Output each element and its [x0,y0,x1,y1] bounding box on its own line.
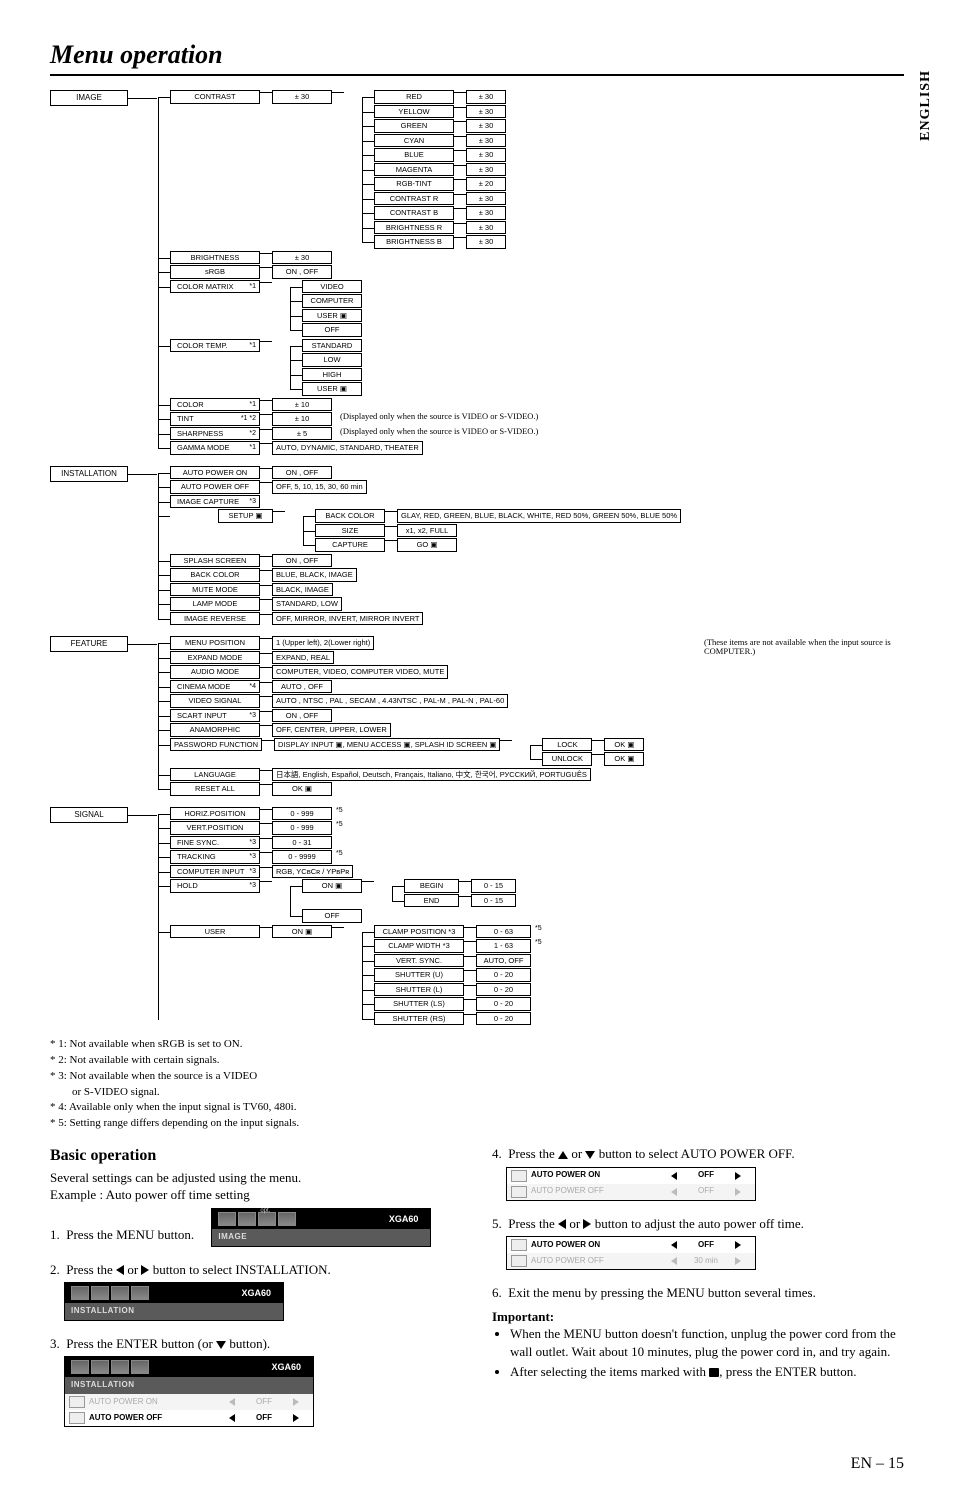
down-arrow-icon [216,1341,226,1349]
menu-tree: IMAGE CONTRAST± 30RED± 30YELLOW± 30GREEN±… [50,90,904,1027]
cat-installation: INSTALLATION [50,466,128,482]
row: sRGBON , OFF [158,265,538,279]
row: PASSWORD FUNCTIONDISPLAY INPUT ▣, MENU A… [158,738,644,767]
opt-label: opt. [260,1207,270,1215]
row: COLOR TEMP.*1STANDARDLOWHIGHUSER ▣ [158,339,538,397]
row: IMAGE REVERSEOFF, MIRROR, INVERT, MIRROR… [158,612,681,626]
row: AUDIO MODECOMPUTER, VIDEO, COMPUTER VIDE… [158,665,644,679]
row: MUTE MODEBLACK, IMAGE [158,583,681,597]
row: GAMMA MODE*1AUTO, DYNAMIC, STANDARD, THE… [158,441,538,455]
cat-signal: SIGNAL [50,807,128,823]
row: AUTO POWER OFFOFF, 5, 10, 15, 30, 60 min [158,480,681,494]
row: SPLASH SCREENON , OFF [158,554,681,568]
bullet-2: After selecting the items marked with , … [510,1363,904,1381]
row: RESET ALLOK ▣ [158,782,644,796]
row: COLOR MATRIX*1VIDEOCOMPUTERUSER ▣OFF [158,280,538,338]
step-5: 5. Press the or button to adjust the aut… [492,1215,904,1279]
row: COMPUTER INPUT*3RGB, YCʙCʀ / YPʙPʀ [158,865,542,879]
important-heading: Important: [492,1308,904,1326]
step-3: 3. Press the ENTER button (or button). X… [50,1335,462,1435]
row: SCART INPUT*3ON , OFF [158,709,644,723]
row: FINE SYNC.*30 - 31 [158,836,542,850]
step-2: 2. Press the or button to select INSTALL… [50,1261,462,1329]
intro: Several settings can be adjusted using t… [50,1169,462,1187]
cat-image: IMAGE [50,90,128,106]
cat-feature: FEATURE [50,636,128,652]
row: HOLD*3ON ▣BEGIN0 - 15END0 - 15OFF [158,879,542,924]
row: CONTRAST± 30RED± 30YELLOW± 30GREEN± 30CY… [158,90,538,250]
step-6: 6. Exit the menu by pressing the MENU bu… [492,1284,904,1302]
row: COLOR*1± 10 [158,398,538,412]
up-arrow-icon [558,1151,568,1159]
page-title: Menu operation [50,40,904,76]
example: Example : Auto power off time setting [50,1186,462,1204]
down-arrow-icon [585,1151,595,1159]
row: BACK COLORBLUE, BLACK, IMAGE [158,568,681,582]
step1-text: Press the MENU button. [66,1227,194,1242]
bullet-1: When the MENU button doesn't function, u… [510,1325,904,1360]
important-list: When the MENU button doesn't function, u… [492,1325,904,1381]
page-number: EN – 15 [50,1455,904,1473]
step-1: 1. Press the MENU button. opt.XGA60 IMAG… [50,1204,462,1255]
row: CINEMA MODE*4AUTO , OFF [158,680,644,694]
row: TRACKING*30 - 9999 *5 [158,850,542,864]
basic-operation-section: Basic operation Several settings can be … [50,1145,904,1441]
row: SHARPNESS*2± 5(Displayed only when the s… [158,427,538,441]
osd-tab-install: INSTALLATION [65,1303,283,1320]
language-tab: ENGLISH [918,70,934,141]
row: TINT*1 *2± 10(Displayed only when the so… [158,412,538,426]
row: IMAGE CAPTURE*3 [158,495,681,509]
osd-title: XGA60 [389,1213,425,1225]
row: EXPAND MODEEXPAND, REAL [158,651,644,665]
row: USERON ▣CLAMP POSITION *30 - 63 *5CLAMP … [158,925,542,1027]
step-4: 4. Press the or button to select AUTO PO… [492,1145,904,1209]
osd-tab-image: IMAGE [212,1229,430,1246]
row: HORIZ.POSITION0 - 999 *5 [158,807,542,821]
row: VIDEO SIGNALAUTO , NTSC , PAL , SECAM , … [158,694,644,708]
enter-icon [709,1368,719,1377]
row: LAMP MODESTANDARD, LOW [158,597,681,611]
basic-heading: Basic operation [50,1145,462,1167]
footnotes: * 1: Not available when sRGB is set to O… [50,1037,904,1131]
row: BRIGHTNESS± 30 [158,251,538,265]
row: VERT.POSITION0 - 999 *5 [158,821,542,835]
left-arrow-icon [116,1265,124,1275]
row: ANAMORPHICOFF, CENTER, UPPER, LOWER [158,723,644,737]
row: MENU POSITION1 (Upper left), 2(Lower rig… [158,636,644,650]
row: LANGUAGE日本語, English, Español, Deutsch, … [158,768,644,782]
row: AUTO POWER ONON , OFF [158,466,681,480]
